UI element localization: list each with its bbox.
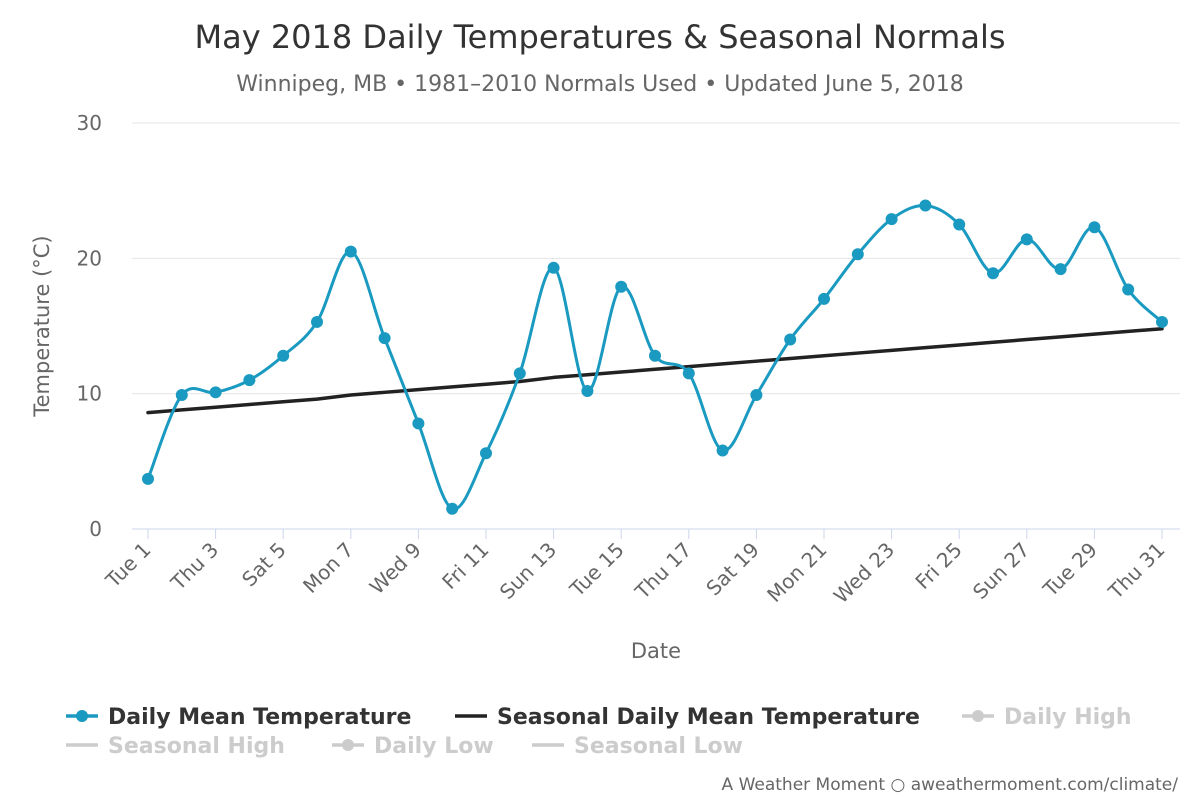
grid-lines [132,122,1180,395]
series-daily-mean-temperature [142,199,1168,515]
data-point[interactable] [1156,315,1168,328]
x-tick-label: Fri 11 [437,538,493,594]
x-tick-label: Thu 31 [1103,538,1170,605]
credits-link[interactable]: A Weather Moment ○ aweathermoment.com/cl… [722,775,1179,795]
y-axis-tick-labels: 0 10 20 30 [77,111,102,541]
legend-item-seasonal-low[interactable]: Seasonal Low [532,734,743,759]
data-point[interactable] [311,315,323,328]
data-point[interactable] [649,349,661,362]
x-tick-label: Sat 5 [237,538,291,592]
data-point[interactable] [446,502,459,515]
series-seasonal-daily-mean-temperature [146,326,1164,415]
data-point[interactable] [716,444,729,457]
x-tick-label: Tue 15 [564,538,628,602]
chart-subtitle: Winnipeg, MB • 1981–2010 Normals Used • … [236,72,963,97]
data-point[interactable] [851,248,864,261]
y-tick-label: 0 [89,517,102,541]
data-point[interactable] [987,267,999,280]
legend-label: Seasonal Daily Mean Temperature [497,705,920,730]
x-tick-label: Tue 29 [1038,538,1102,602]
x-tick-label: Wed 23 [829,538,899,608]
legend-label: Daily High [1004,705,1132,730]
data-point[interactable] [1088,221,1101,234]
data-point[interactable] [818,292,830,305]
x-tick-label: Mon 21 [762,538,831,607]
legend-item-daily-low[interactable]: Daily Low [332,734,494,759]
x-axis-title: Date [631,639,681,663]
data-point[interactable] [1020,233,1033,246]
legend: Daily Mean Temperature Seasonal Daily Mea… [66,705,1132,759]
data-point[interactable] [1054,263,1067,276]
x-tick-label: Thu 3 [165,538,223,596]
data-point[interactable] [277,349,290,362]
data-point[interactable] [513,367,526,380]
legend-item-seasonal-high[interactable]: Seasonal High [66,734,285,759]
data-point[interactable] [547,261,560,274]
legend-symbol-marker [76,710,88,722]
x-tick-label: Sun 13 [495,538,561,604]
data-point[interactable] [175,389,188,402]
data-point[interactable] [378,332,391,345]
data-point[interactable] [243,374,256,387]
data-point[interactable] [615,280,628,293]
x-tick-label: Thu 17 [630,538,697,605]
x-tick-label: Sat 19 [701,538,764,601]
legend-symbol-marker [342,739,354,751]
legend-label: Daily Mean Temperature [108,705,411,730]
x-tick-label: Sun 27 [968,538,1034,604]
series-layer [142,199,1168,515]
y-tick-label: 20 [77,246,102,270]
x-axis-ticks: Tue 1 Thu 3 Sat 5 Mon 7 Wed 9 Fri 11 Sun 13 Tue… [100,529,1170,608]
series-line [146,326,1164,415]
legend-symbol-marker [972,710,984,722]
legend-item-daily-mean-temperature[interactable]: Daily Mean Temperature [66,705,411,730]
y-tick-label: 30 [77,111,102,135]
x-tick-label: Mon 7 [298,538,358,598]
data-point[interactable] [209,386,222,399]
chart-title: May 2018 Daily Temperatures & Seasonal N… [194,18,1005,56]
legend-label: Daily Low [374,734,494,759]
legend-item-daily-high[interactable]: Daily High [962,705,1132,730]
y-axis-title: Temperature (°C) [30,235,54,417]
data-point[interactable] [750,389,763,402]
legend-item-seasonal-daily-mean-temperature[interactable]: Seasonal Daily Mean Temperature [455,705,920,730]
data-point[interactable] [344,245,357,258]
data-point[interactable] [885,213,898,226]
data-point[interactable] [1122,283,1135,296]
legend-label: Seasonal High [108,734,285,759]
data-point[interactable] [953,218,966,231]
y-tick-label: 10 [77,382,102,406]
data-point[interactable] [142,472,154,485]
data-point[interactable] [784,333,797,346]
data-point[interactable] [480,447,492,460]
x-tick-label: Fri 25 [910,538,966,594]
data-point[interactable] [919,199,932,212]
data-point[interactable] [682,367,695,380]
x-tick-label: Tue 1 [100,538,155,593]
x-tick-label: Wed 9 [365,538,426,599]
legend-label: Seasonal Low [574,734,743,759]
data-point[interactable] [412,417,425,430]
data-point[interactable] [581,384,594,397]
